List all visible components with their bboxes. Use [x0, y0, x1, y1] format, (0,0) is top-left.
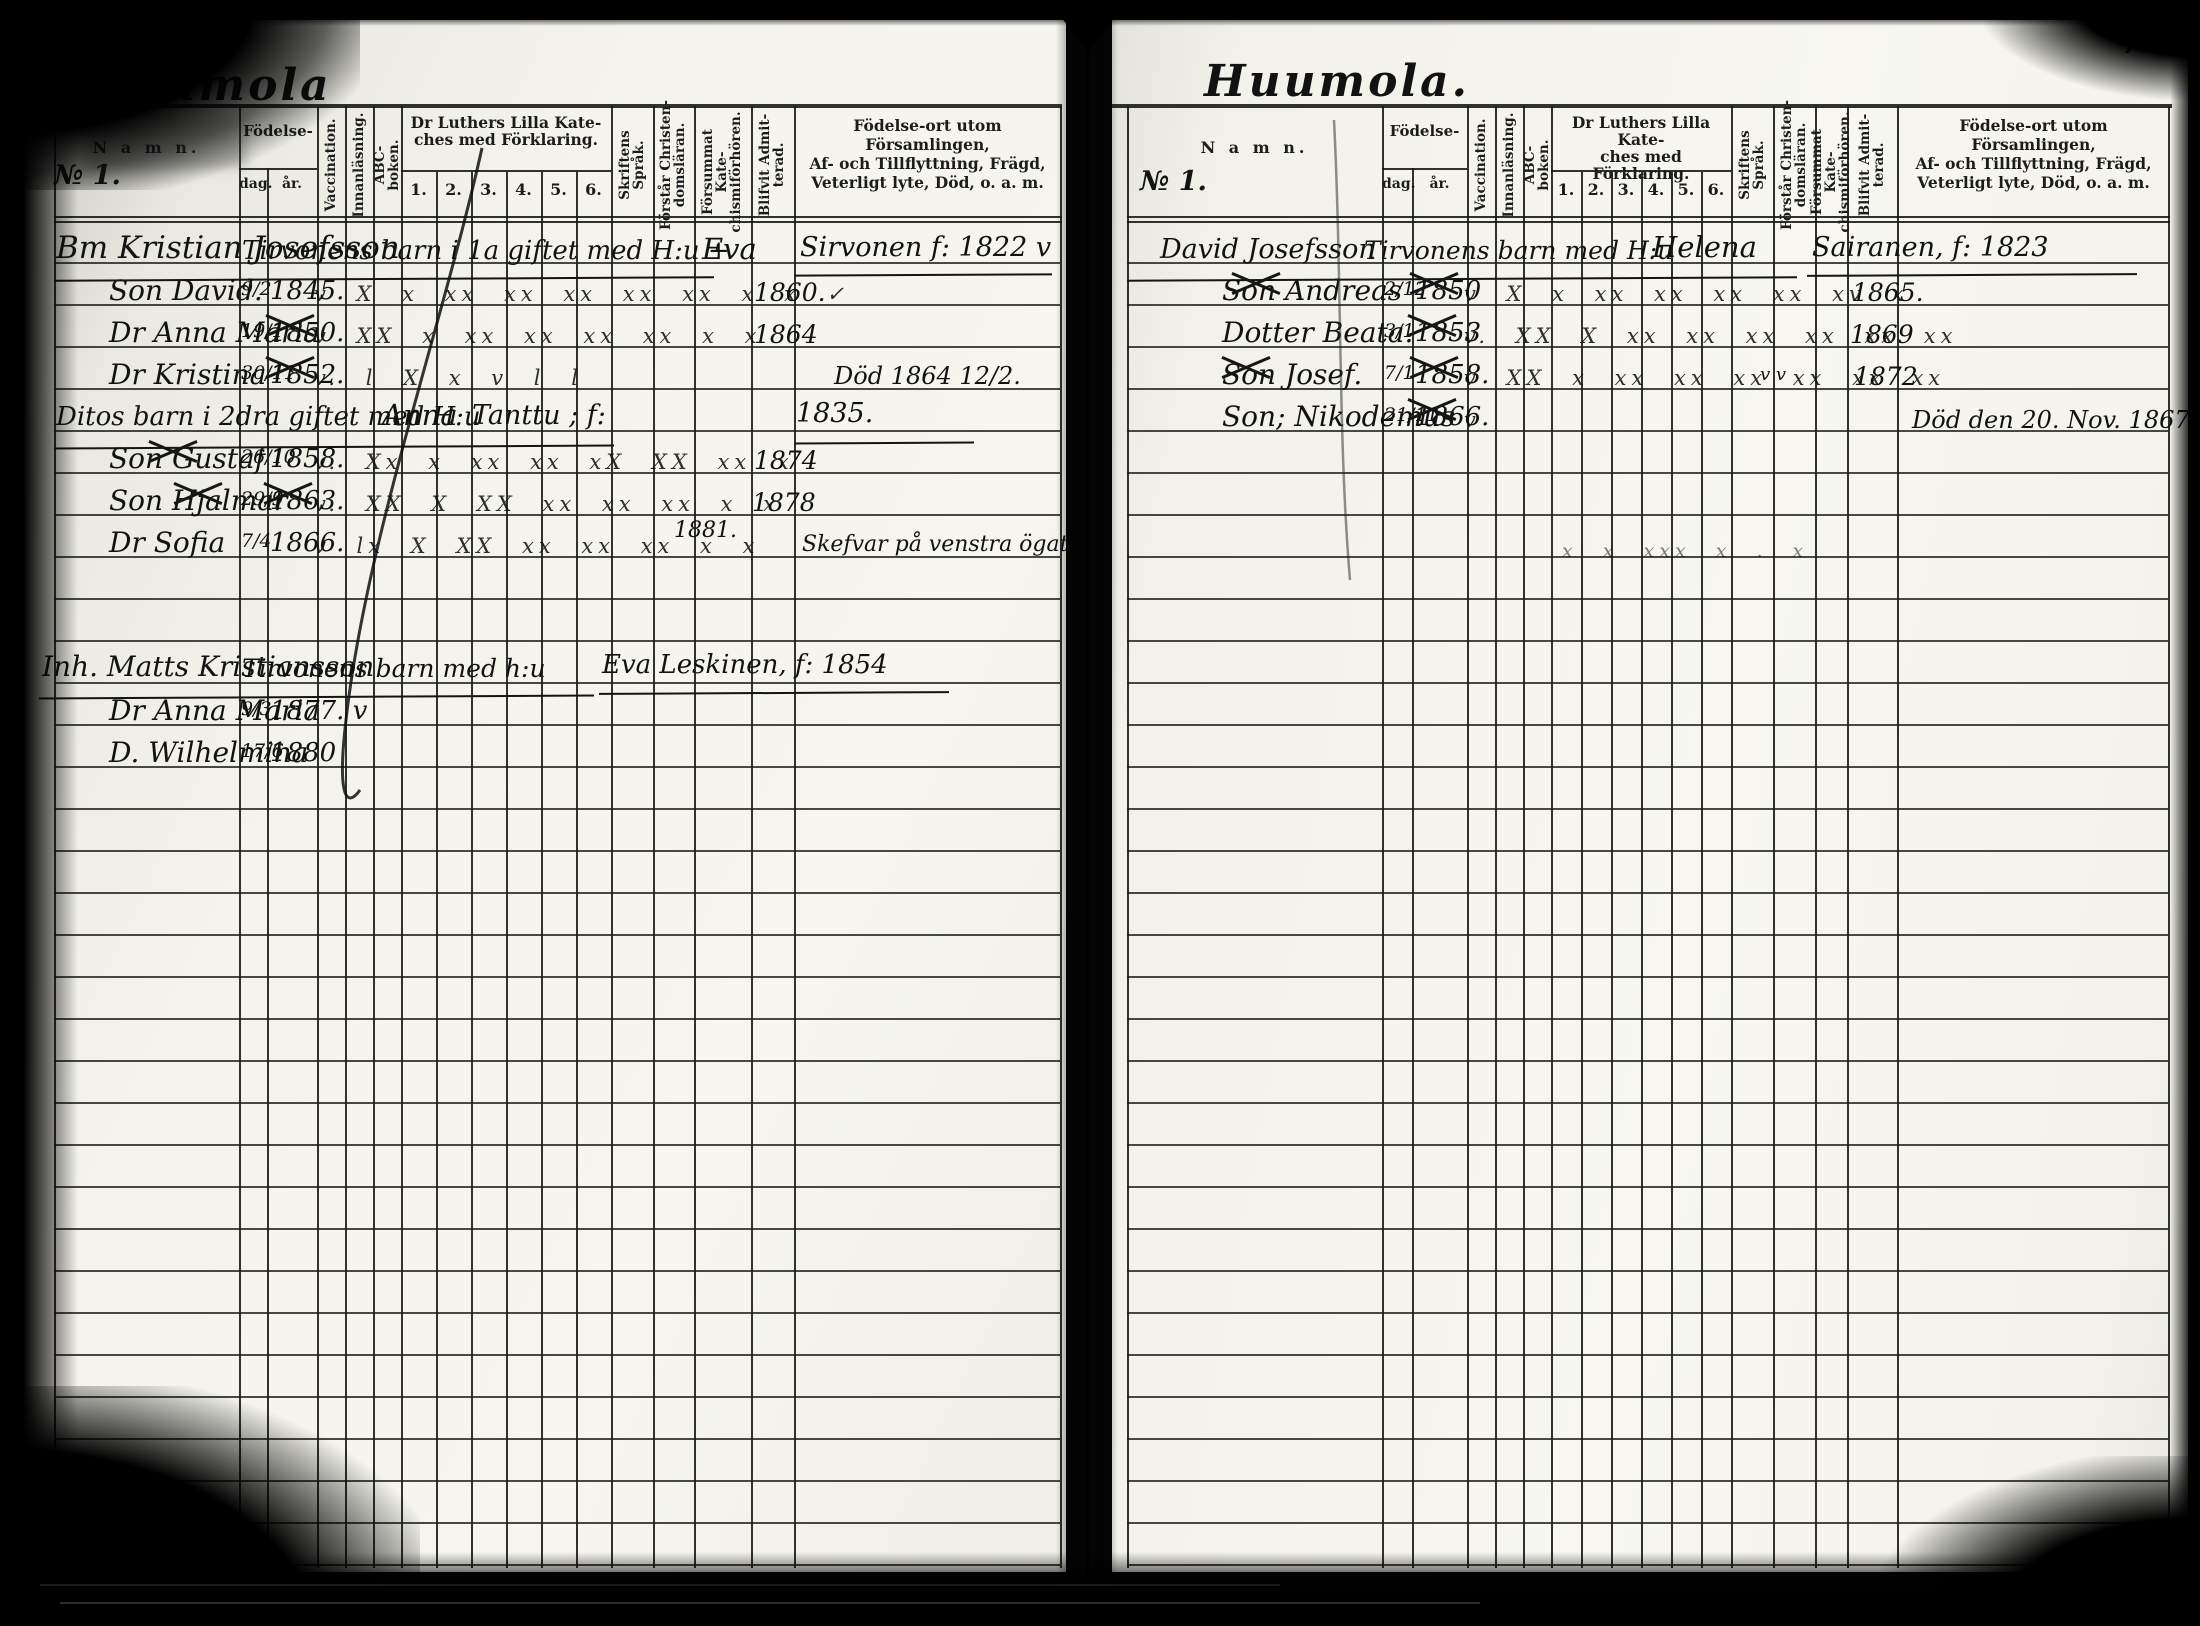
- remarks-label-3: Veterligt lyte, Död, o. a. m.: [811, 173, 1044, 192]
- remarks-label-2: Af- och Tillflyttning, Frägd,: [1915, 154, 2152, 173]
- eye-defect-remark: Skefvar på venstra ögat: [802, 532, 1069, 557]
- catechism-col-4: 4.: [1647, 180, 1665, 199]
- entry-name: Son David.: [109, 274, 263, 307]
- birth-day: 17/6: [241, 740, 284, 762]
- family-head-name: Bm Kristian Josefsson: [56, 230, 400, 266]
- remarks-label-1: Födelse-ort utom Församlingen,: [853, 116, 1002, 154]
- column-header-year: år.: [1429, 176, 1450, 192]
- family-head-note: Tirvonens barn med H:u: [1364, 236, 1674, 265]
- catechism-col-6: 6.: [585, 180, 602, 199]
- birth-day: 9/3: [241, 698, 272, 720]
- second-wife-surname: Tanttu ; f:: [472, 400, 606, 431]
- catechism-col-3: 3.: [1617, 180, 1635, 199]
- catechism-label-2: ches med Förklaring.: [1592, 147, 1690, 183]
- right-parish-title: Huumola.: [1204, 56, 1470, 107]
- wife-first-name: Eva: [702, 232, 757, 266]
- right-page: Huumola. № 1. N a m n. Födelse- dag. år.…: [1112, 20, 2197, 1572]
- second-wife-first-name: Anna: [382, 398, 458, 432]
- admitted-year: 1865.: [1852, 278, 1924, 307]
- column-header-remarks: Födelse-ort utom Församlingen, Af- och T…: [794, 116, 1061, 192]
- admitted-year: 1860.: [754, 278, 826, 307]
- column-header-remarks: Födelse-ort utom Församlingen, Af- och T…: [1897, 116, 2170, 192]
- catechism-marks: v lx X XX xx xx xx x x: [314, 534, 760, 558]
- birth-day: 7/4: [241, 530, 272, 552]
- death-remark: Död 1864 12/2.: [834, 362, 1021, 390]
- admitted-year: 1864: [754, 320, 818, 349]
- catechism-col-5: 5.: [1677, 180, 1695, 199]
- catechism-col-3: 3.: [480, 180, 497, 199]
- book-page-edge-line: [40, 1584, 1280, 1586]
- catechism-col-4: 4.: [515, 180, 532, 199]
- catechism-marks: v. l X x v l l: [314, 366, 583, 390]
- catechism-marks: v. Xx x xx xx xX XX xx x: [314, 450, 794, 474]
- entry-name: Dotter Beata.: [1222, 316, 1414, 349]
- column-header-birth: Födelse-: [1389, 122, 1460, 140]
- catechism-label-1: Dr Luthers Lilla Kate-: [1571, 113, 1711, 149]
- page-number: 77: [2120, 22, 2168, 62]
- family-head-name: Inh. Matts Kristiansson: [42, 650, 375, 683]
- stray-marks: x x xxx x . x: [1562, 540, 1809, 562]
- wife-remark: Sairanen, f: 1823: [1812, 232, 2049, 263]
- birth-year: 1845.: [270, 276, 345, 306]
- birth-year: 1877. v: [270, 696, 368, 726]
- admitted-year: 1874: [754, 446, 818, 475]
- wife-name-remark: Eva Leskinen, f: 1854: [602, 650, 888, 680]
- birth-year: 1866.: [270, 528, 345, 558]
- remarks-label-1: Födelse-ort utom Församlingen,: [1959, 116, 2108, 154]
- catechism-marks: v X x xx xx xx xx xx x x ✓: [314, 282, 850, 306]
- catechism-label-1: Dr Luthers Lilla Kate-: [410, 113, 602, 132]
- left-page: Huumola № 1. N a m n. Födelse- dag. år. …: [14, 20, 1069, 1572]
- catechism-col-6: 6.: [1707, 180, 1725, 199]
- birth-year: 1858.: [270, 444, 345, 474]
- catechism-marks: v: [1464, 408, 1481, 432]
- catechism-col-2: 2.: [445, 180, 462, 199]
- admitted-year: 1878: [752, 488, 816, 517]
- catechism-marks: v. XX X xx xx xx xx xx xx: [1464, 324, 1958, 348]
- birth-day: 9/2: [241, 278, 272, 300]
- birth-year: 1880: [270, 738, 337, 768]
- book-fold-line: [1086, 0, 1089, 1626]
- catechism-col-5: 5.: [550, 180, 567, 199]
- death-remark: Död den 20. Nov. 1867.: [1912, 406, 2198, 434]
- right-household-number: № 1.: [1140, 166, 1207, 197]
- entry-name: Dr Sofia: [109, 526, 226, 559]
- wife-first-name: Helena: [1652, 230, 1757, 264]
- family-head-note: Tirvonens barn i 1a giftet med H:u +: [242, 236, 730, 266]
- column-header-day: dag.: [1382, 176, 1416, 192]
- column-header-name: N a m n.: [1200, 138, 1309, 157]
- wife-remark: Sirvonen f: 1822 v: [800, 232, 1052, 263]
- extra-marks: v v: [1760, 364, 1787, 385]
- catechism-col-1: 1.: [410, 180, 427, 199]
- admitted-year: 1869: [1850, 320, 1914, 349]
- column-header-catechism: Dr Luthers Lilla Kate- ches med Förklari…: [401, 114, 611, 148]
- right-ruled-rows: [1127, 222, 2168, 1568]
- admitted-year: 1872: [1854, 362, 1918, 391]
- birth-day: 26/10: [241, 446, 296, 468]
- catechism-col-1: 1.: [1557, 180, 1575, 199]
- entry-name: Dr Kristina: [109, 358, 267, 391]
- entry-name: Dr Anna Maria: [109, 694, 321, 727]
- catechism-col-2: 2.: [1587, 180, 1605, 199]
- missed-examination-year: 1881.: [674, 518, 737, 543]
- family-head-note: Tirvonens barn med h:u: [242, 654, 546, 683]
- book-page-edge-line: [60, 1602, 1480, 1604]
- entry-name: D. Wilhelmina: [109, 736, 309, 769]
- pen-stroke: [340, 147, 484, 800]
- column-header-catechism: Dr Luthers Lilla Kate- ches med Förklari…: [1551, 114, 1731, 182]
- remarks-label-2: Af- och Tillflyttning, Frägd,: [809, 154, 1046, 173]
- remarks-label-3: Veterligt lyte, Död, o. a. m.: [1917, 173, 2150, 192]
- birth-day: 3/1: [1384, 320, 1415, 342]
- catechism-marks: v XX x xx xx xx xx x x: [314, 324, 762, 348]
- catechism-marks: v X x xx xx xx xx xv x: [1464, 282, 1909, 306]
- second-wife-birth-year: 1835.: [796, 398, 874, 429]
- catechism-marks: v XX x xx xx xx xx xx xx: [1464, 366, 1946, 390]
- catechism-label-2: ches med Förklaring.: [413, 130, 599, 149]
- page-crease-line: [1332, 119, 1352, 581]
- birth-day: 7/1: [1384, 362, 1415, 384]
